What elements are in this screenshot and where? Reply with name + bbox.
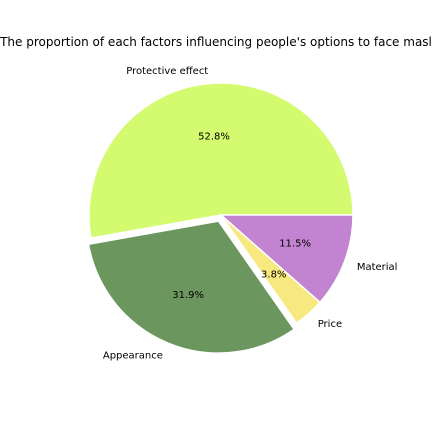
pie-percent-label-material: 11.5% — [279, 238, 311, 249]
pie-slice-material — [220, 214, 354, 304]
pie-category-label-protective-effect: Protective effect — [126, 66, 208, 77]
pie-percent-label-appearance: 31.9% — [172, 290, 204, 301]
pie-category-label-price: Price — [318, 319, 342, 330]
pie-slice-protective-effect — [88, 82, 354, 239]
chart-title: The proportion of each factors influenci… — [0, 35, 432, 49]
pie-category-label-material: Material — [357, 262, 398, 273]
pie-labels: 52.8% Protective effect 31.9% Appearance 3.8… — [103, 66, 398, 362]
pie-slices — [87, 82, 354, 354]
pie-slice-appearance — [87, 220, 295, 354]
pie-percent-label-price: 3.8% — [261, 270, 286, 281]
pie-category-label-appearance: Appearance — [103, 351, 163, 362]
pie-percent-label-protective-effect: 52.8% — [198, 132, 230, 143]
